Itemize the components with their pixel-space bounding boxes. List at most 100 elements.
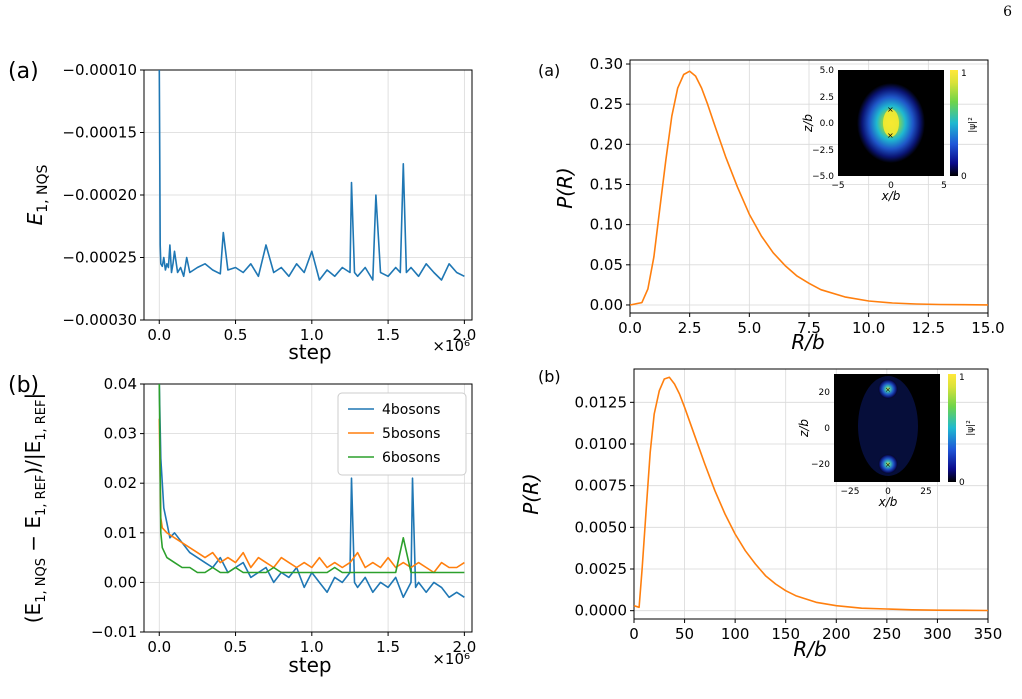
inset-ytick: 0.0 (820, 119, 835, 129)
x-tick-label: 100 (721, 625, 750, 643)
legend-label-4bosons: 4bosons (382, 402, 440, 418)
y-tick-label: 0.00 (590, 296, 623, 314)
inset-heatmap: × × 1 0 |ψ|² 5.0 2.5 0.0 −2.5 −5.0 −5 0 … (801, 66, 978, 203)
x-tick-label: 12.5 (912, 319, 945, 337)
x-tick-label: 200 (822, 625, 851, 643)
y-tick-label: −0.00030 (62, 311, 137, 329)
y-tick-label: 0.0025 (575, 560, 628, 578)
series-group (633, 376, 989, 612)
inset-ytick: 5.0 (820, 66, 835, 76)
x-axis-label: step (288, 653, 331, 677)
colorbar-label: |ψ|² (968, 117, 978, 133)
inset-ytick: −5.0 (812, 172, 834, 182)
marker-bottom: × (887, 131, 894, 140)
series-line-right-a (629, 70, 989, 306)
inset-ytick: 2.5 (820, 93, 834, 103)
inset-xtick: 0 (885, 487, 891, 497)
series-line-right-b (633, 376, 989, 612)
inset-x-label: x/b (881, 189, 901, 203)
x-tick-label: 2.0 (452, 638, 476, 656)
y-axis-label: (E1, NQS − E1, REF)/|E1, REF| (21, 393, 49, 624)
x-tick-label: 15.0 (971, 319, 1004, 337)
chart-right-b: (b) 0 50 100 150 200 250 300 350 0.00000.00250.… (519, 367, 1002, 661)
heatmap-density-top (878, 379, 898, 399)
grid (144, 69, 472, 321)
x-tick-label: 0.0 (147, 326, 171, 344)
x-axis-label: R/b (793, 637, 826, 661)
x-axis-label: step (288, 340, 331, 364)
y-tick-label: −0.00015 (62, 124, 137, 142)
chart-left-a: (a) 0.0 0.5 1.0 1.5 2.0 −0.00010 −0.00015 −0.0… (8, 59, 476, 364)
x-tick-label: 1.5 (376, 326, 400, 344)
y-tick-label: 0.0050 (575, 518, 628, 536)
y-tick-label: 0.01 (104, 524, 137, 542)
y-tick-label: 0.04 (104, 375, 137, 393)
inset-xtick: 5 (941, 181, 947, 191)
y-ticks: 0.00 0.05 0.10 0.15 0.20 0.25 0.30 (590, 55, 630, 314)
x-ticks: 0 50 100 150 200 250 300 350 (629, 619, 1002, 643)
x-tick-label: 0.0 (618, 319, 642, 337)
x-ticks: 0.0 2.5 5.0 7.5 10.0 12.5 15.0 (618, 313, 1005, 337)
y-tick-label: 0.10 (590, 216, 623, 234)
y-ticks: −0.01 0.00 0.01 0.02 0.03 0.04 (91, 375, 144, 641)
x-axis-label: R/b (791, 330, 824, 354)
colorbar (948, 374, 956, 482)
y-axis-label: E1, NQS (23, 164, 51, 225)
x-tick-label: 150 (771, 625, 800, 643)
plot-frame (633, 368, 989, 620)
x-tick-label: 2.5 (678, 319, 702, 337)
y-tick-label: 0.03 (104, 425, 137, 443)
panel-label: (b) (8, 373, 39, 398)
inset-heatmap: × × 1 0 |ψ|² 20 0 −20 −25 0 25 x/b z/b (797, 373, 976, 509)
y-tick-label: 0.25 (590, 95, 623, 113)
inset-xtick: 25 (920, 487, 931, 497)
inset-xtick: −25 (841, 487, 860, 497)
y-tick-label: 0.05 (590, 256, 623, 274)
series-group (158, 383, 465, 599)
legend: 4bosons 5bosons 6bosons (337, 392, 467, 476)
page-number: 6 (1003, 4, 1012, 20)
chart-left-b: (b) 0.0 0.5 1.0 1.5 2.0 −0.01 0.00 0.01 0.02 0.0… (8, 373, 476, 677)
colorbar-label: |ψ|² (966, 420, 976, 436)
marker-top: × (885, 386, 891, 394)
x-tick-label: 0.5 (224, 326, 248, 344)
x-tick-label: 1.0 (300, 638, 324, 656)
x-tick-label: 350 (974, 625, 1003, 643)
x-tick-label: 250 (873, 625, 902, 643)
x-ticks: 0.0 0.5 1.0 1.5 2.0 (147, 632, 476, 656)
y-tick-label: −0.01 (91, 623, 137, 641)
series-line-left-a (158, 69, 465, 281)
panel-label: (b) (538, 367, 561, 386)
x-offset-text: ×10⁶ (432, 650, 470, 668)
series-line-6bosons (158, 383, 465, 574)
series-group (629, 70, 989, 306)
y-tick-label: 0.20 (590, 135, 623, 153)
colorbar (950, 70, 958, 176)
x-ticks: 0.0 0.5 1.0 1.5 2.0 (147, 320, 476, 344)
x-tick-label: 1.5 (376, 638, 400, 656)
x-offset-text: ×10⁶ (432, 337, 470, 355)
chart-right-a: (a) 0.0 2.5 5.0 7.5 10.0 12.5 15.0 0.000.050.1… (538, 55, 1005, 354)
y-tick-label: 0.0100 (575, 435, 628, 453)
inset-xtick: −5 (831, 181, 844, 191)
inset-xtick: 0 (888, 181, 894, 191)
y-tick-label: 0.0000 (575, 602, 628, 620)
legend-label-5bosons: 5bosons (382, 426, 440, 442)
x-tick-label: 10.0 (852, 319, 885, 337)
y-tick-label: −0.00020 (62, 186, 137, 204)
colorbar-tick-max: 1 (959, 373, 965, 383)
inset-x-label: x/b (878, 495, 898, 509)
colorbar-tick-min: 0 (961, 172, 967, 182)
y-tick-label: −0.00025 (62, 249, 137, 267)
panel-label: (a) (8, 59, 39, 84)
inset-ytick: −20 (811, 460, 830, 470)
y-tick-label: 0.30 (590, 55, 623, 73)
x-tick-label: 1.0 (300, 326, 324, 344)
x-tick-label: 5.0 (737, 319, 761, 337)
x-tick-label: 2.0 (452, 326, 476, 344)
y-tick-label: −0.00010 (62, 61, 137, 79)
marker-bottom: × (885, 461, 891, 469)
y-tick-label: 0.02 (104, 474, 137, 492)
x-tick-label: 0 (629, 625, 639, 643)
